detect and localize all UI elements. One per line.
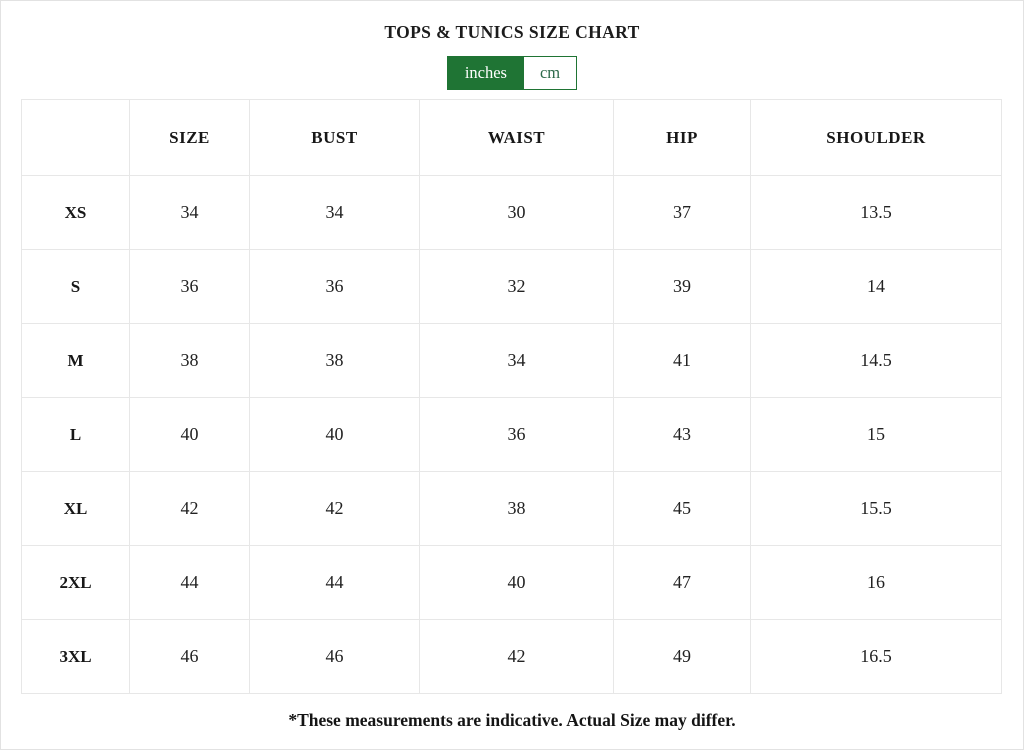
cell-hip: 47 — [613, 545, 751, 620]
row-label: XL — [21, 471, 130, 546]
unit-toggle-wrap: inches cm — [1, 56, 1023, 90]
cell-size: 42 — [129, 471, 250, 546]
header-hip: HIP — [613, 99, 751, 176]
cell-hip: 39 — [613, 249, 751, 324]
cell-shoulder: 15.5 — [750, 471, 1002, 546]
cell-bust: 42 — [249, 471, 420, 546]
cell-waist: 30 — [419, 175, 614, 250]
table-row-2xl: 2XL 44 44 40 47 16 — [21, 545, 1002, 620]
cell-size: 34 — [129, 175, 250, 250]
unit-toggle-cm-button[interactable]: cm — [523, 57, 577, 89]
cell-bust: 38 — [249, 323, 420, 398]
header-bust: BUST — [249, 99, 420, 176]
cell-waist: 38 — [419, 471, 614, 546]
cell-waist: 32 — [419, 249, 614, 324]
row-label: 2XL — [21, 545, 130, 620]
row-label: L — [21, 397, 130, 472]
row-label: XS — [21, 175, 130, 250]
table-row-3xl: 3XL 46 46 42 49 16.5 — [21, 619, 1002, 694]
size-table: SIZE BUST WAIST HIP SHOULDER XS 34 34 30… — [21, 99, 1002, 694]
table-row-s: S 36 36 32 39 14 — [21, 249, 1002, 324]
cell-waist: 34 — [419, 323, 614, 398]
cell-hip: 49 — [613, 619, 751, 694]
cell-waist: 40 — [419, 545, 614, 620]
cell-bust: 36 — [249, 249, 420, 324]
cell-waist: 42 — [419, 619, 614, 694]
row-label: M — [21, 323, 130, 398]
cell-bust: 40 — [249, 397, 420, 472]
cell-size: 40 — [129, 397, 250, 472]
cell-shoulder: 13.5 — [750, 175, 1002, 250]
table-row-xl: XL 42 42 38 45 15.5 — [21, 471, 1002, 546]
cell-hip: 43 — [613, 397, 751, 472]
cell-shoulder: 16 — [750, 545, 1002, 620]
cell-shoulder: 15 — [750, 397, 1002, 472]
page-title: TOPS & TUNICS SIZE CHART — [384, 22, 640, 42]
table-header-row: SIZE BUST WAIST HIP SHOULDER — [21, 99, 1002, 176]
cell-bust: 44 — [249, 545, 420, 620]
header-size: SIZE — [129, 99, 250, 176]
row-label: 3XL — [21, 619, 130, 694]
header-shoulder: SHOULDER — [750, 99, 1002, 176]
cell-bust: 46 — [249, 619, 420, 694]
footnote: *These measurements are indicative. Actu… — [288, 710, 736, 730]
cell-hip: 41 — [613, 323, 751, 398]
cell-size: 38 — [129, 323, 250, 398]
cell-hip: 37 — [613, 175, 751, 250]
cell-shoulder: 14.5 — [750, 323, 1002, 398]
cell-hip: 45 — [613, 471, 751, 546]
cell-size: 46 — [129, 619, 250, 694]
unit-toggle-inches-button[interactable]: inches — [447, 57, 524, 89]
header-empty — [21, 99, 130, 176]
cell-size: 44 — [129, 545, 250, 620]
cell-shoulder: 14 — [750, 249, 1002, 324]
table-row-xs: XS 34 34 30 37 13.5 — [21, 175, 1002, 250]
header-waist: WAIST — [419, 99, 614, 176]
cell-size: 36 — [129, 249, 250, 324]
table-row-l: L 40 40 36 43 15 — [21, 397, 1002, 472]
cell-waist: 36 — [419, 397, 614, 472]
row-label: S — [21, 249, 130, 324]
table-row-m: M 38 38 34 41 14.5 — [21, 323, 1002, 398]
cell-shoulder: 16.5 — [750, 619, 1002, 694]
unit-toggle: inches cm — [446, 56, 578, 90]
cell-bust: 34 — [249, 175, 420, 250]
